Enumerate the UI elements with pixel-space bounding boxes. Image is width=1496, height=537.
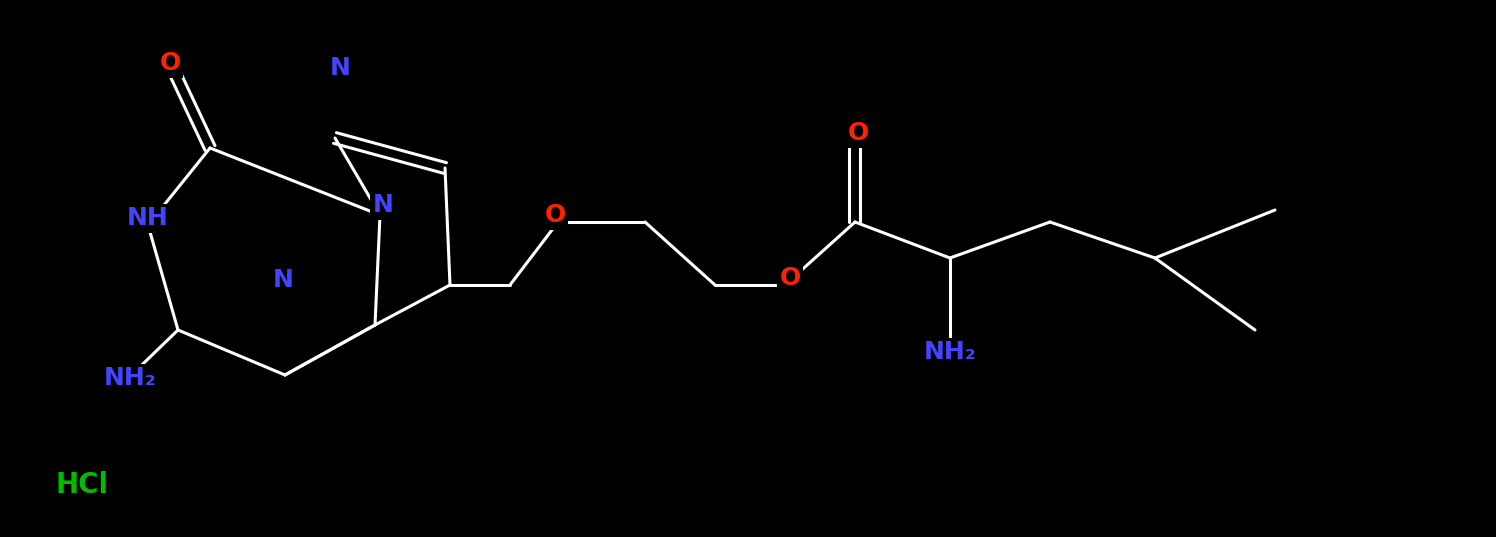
Text: NH: NH — [127, 206, 169, 230]
Text: NH₂: NH₂ — [103, 366, 157, 390]
Text: N: N — [373, 193, 393, 217]
Text: O: O — [779, 266, 800, 290]
Text: O: O — [160, 51, 181, 75]
Text: HCl: HCl — [55, 471, 108, 499]
Text: O: O — [847, 121, 869, 145]
Text: O: O — [545, 203, 565, 227]
Text: N: N — [329, 56, 350, 80]
Text: NH₂: NH₂ — [923, 340, 977, 364]
Text: N: N — [272, 268, 293, 292]
